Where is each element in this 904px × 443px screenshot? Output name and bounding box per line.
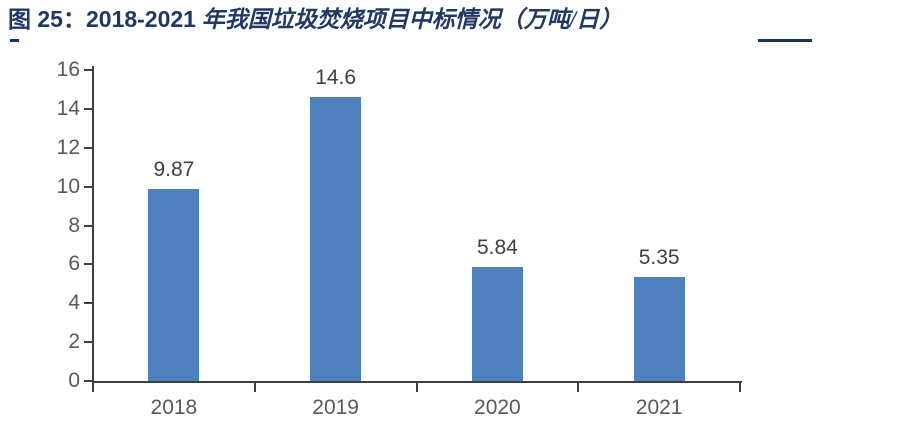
y-tick — [84, 263, 92, 266]
y-tick-label: 10 — [56, 174, 80, 198]
y-tick-label: 14 — [56, 96, 80, 120]
x-category-label: 2018 — [150, 396, 198, 419]
figure-title-range: 2018-2021 — [85, 6, 196, 32]
x-tick — [415, 383, 418, 392]
y-tick — [84, 302, 92, 305]
x-category-label: 2019 — [312, 396, 359, 419]
x-tick — [253, 383, 256, 392]
x-category-label: 2021 — [635, 396, 683, 419]
y-tick-label: 12 — [56, 135, 80, 159]
x-tick — [577, 383, 580, 392]
y-tick — [84, 107, 92, 110]
y-tick — [84, 185, 92, 188]
figure-title-text: 年我国垃圾焚烧项目中标情况（万吨/日） — [195, 7, 623, 32]
bar-value-label: 5.35 — [638, 246, 680, 269]
x-category-label: 2020 — [474, 396, 521, 419]
x-tick — [739, 383, 741, 392]
y-tick — [84, 69, 92, 71]
y-tick — [84, 341, 92, 344]
bar — [633, 277, 685, 381]
y-tick — [84, 224, 92, 227]
y-tick-label: 8 — [68, 213, 80, 237]
bar-value-label: 14.6 — [315, 66, 357, 90]
y-tick-label: 2 — [68, 330, 80, 354]
y-axis-line — [92, 66, 94, 383]
figure-title: 图 25：2018-2021 年我国垃圾焚烧项目中标情况（万吨/日） — [8, 4, 888, 35]
y-tick — [84, 146, 92, 149]
x-axis-line — [92, 381, 742, 383]
y-tick-label: 16 — [56, 58, 80, 81]
x-tick — [92, 383, 94, 392]
bar-value-label: 5.84 — [476, 236, 518, 260]
y-tick — [84, 380, 92, 382]
bar — [471, 267, 523, 381]
figure-title-prefix: 图 25： — [8, 6, 86, 32]
y-tick-label: 0 — [68, 369, 80, 392]
y-tick-label: 4 — [68, 291, 80, 315]
title-underline-left — [10, 39, 19, 42]
bar — [310, 97, 362, 381]
y-tick-label: 6 — [68, 252, 80, 276]
title-underline-right — [758, 39, 812, 42]
bar — [148, 189, 200, 381]
bar-value-label: 9.87 — [153, 158, 195, 182]
